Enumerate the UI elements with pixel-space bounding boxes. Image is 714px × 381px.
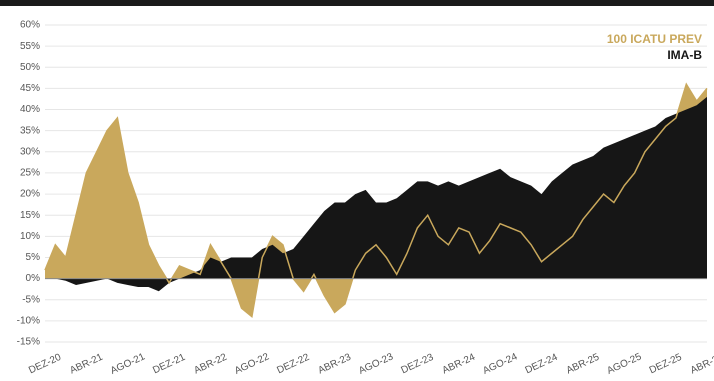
y-tick-label: 30% [20,146,40,157]
legend-label: IMA-B [667,48,702,62]
y-tick-label: 15% [20,210,40,221]
line [44,82,708,319]
area [45,96,707,292]
y-tick-label: -5% [22,294,40,305]
x-tick-label: AGO-24 [481,351,519,377]
y-tick-label: 55% [20,41,40,52]
y-tick-label: 50% [20,62,40,73]
x-tick-label: DEZ-25 [648,352,684,377]
x-tick-label: DEZ-24 [524,352,560,377]
y-tick-label: 25% [20,168,40,179]
y-tick-label: 35% [20,125,40,136]
x-tick-label: ABR-22 [192,352,229,377]
x-tick-label: DEZ-23 [399,352,435,377]
x-tick-label: AGO-25 [605,351,643,377]
x-tick-label: AGO-23 [357,351,395,377]
legend-label: 100 ICATU PREV [607,32,702,46]
x-tick-label: ABR-21 [68,352,105,377]
y-tick-label: -10% [17,316,40,327]
x-tick-label: AGO-22 [233,351,271,377]
y-tick-label: 20% [20,189,40,200]
x-tick-label: ABR-26 [689,352,714,377]
y-tick-label: 60% [20,20,40,31]
x-tick-label: ABR-24 [441,352,478,377]
y-tick-label: 5% [26,252,41,263]
x-tick-label: DEZ-22 [275,352,311,377]
x-tick-label: ABR-25 [565,352,602,377]
y-tick-label: 0% [26,273,41,284]
y-tick-label: 10% [20,231,40,242]
y-tick-label: 45% [20,83,40,94]
y-tick-label: 40% [20,104,40,115]
x-tick-label: DEZ-21 [151,352,187,377]
x-tick-label: ABR-23 [316,352,353,377]
x-tick-label: DEZ-20 [27,352,63,377]
x-tick-label: AGO-21 [109,351,147,377]
top-bar [0,0,714,6]
y-tick-label: -15% [17,337,40,348]
